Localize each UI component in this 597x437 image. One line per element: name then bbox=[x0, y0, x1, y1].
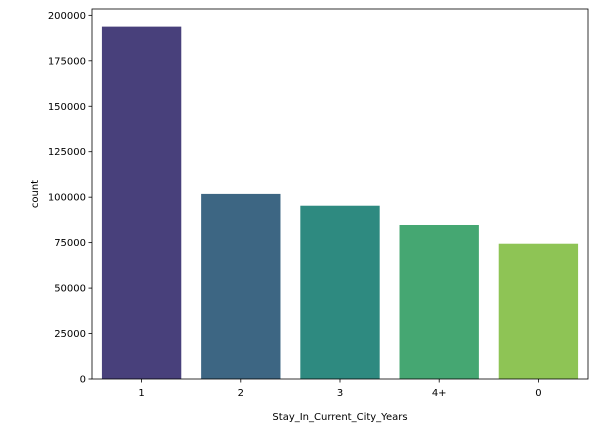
y-tick-label: 125000 bbox=[48, 147, 86, 158]
x-tick-label: 0 bbox=[535, 388, 541, 399]
y-axis-title: count bbox=[30, 180, 41, 208]
bar-2 bbox=[201, 193, 281, 379]
bar-0 bbox=[498, 243, 579, 379]
y-tick-label: 25000 bbox=[54, 329, 86, 340]
y-tick-label: 75000 bbox=[54, 238, 86, 249]
y-tick-label: 150000 bbox=[48, 102, 86, 113]
y-axis: 0 25000 50000 75000 100000 125000 150000 175000… bbox=[48, 11, 92, 386]
bar-1 bbox=[101, 26, 182, 379]
x-axis: 1 2 3 4+ 0 bbox=[138, 379, 542, 399]
bar-3 bbox=[300, 205, 380, 379]
y-tick-label: 50000 bbox=[54, 284, 86, 295]
bar-4+ bbox=[399, 224, 479, 379]
x-tick-label: 4+ bbox=[432, 388, 447, 399]
x-axis-title: Stay_In_Current_City_Years bbox=[272, 412, 407, 423]
plot-frame bbox=[91, 8, 589, 380]
y-tick-label: 175000 bbox=[48, 56, 86, 67]
x-tick-label: 1 bbox=[138, 388, 144, 399]
x-tick-label: 3 bbox=[337, 388, 343, 399]
y-tick-label: 200000 bbox=[48, 11, 86, 22]
bars-layer bbox=[101, 26, 579, 379]
y-tick-label: 0 bbox=[80, 375, 86, 386]
y-tick-label: 100000 bbox=[48, 193, 86, 204]
x-tick-label: 2 bbox=[238, 388, 244, 399]
